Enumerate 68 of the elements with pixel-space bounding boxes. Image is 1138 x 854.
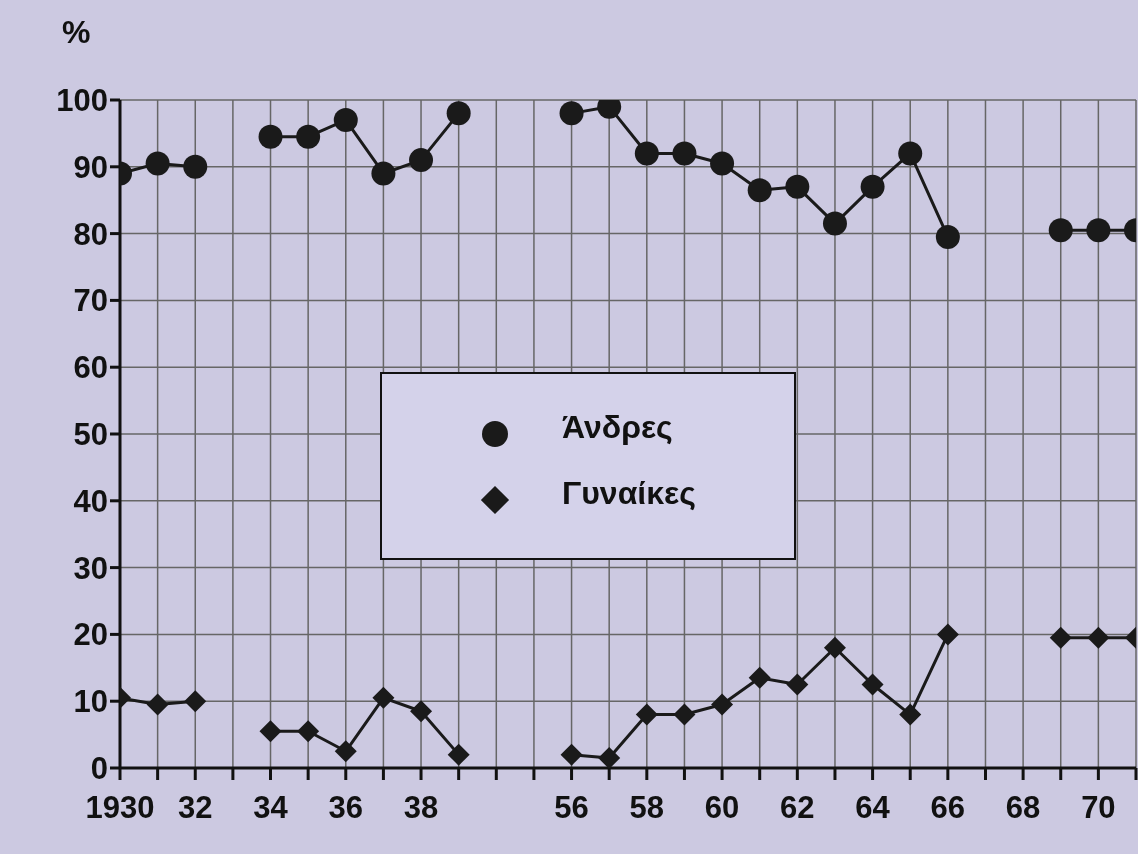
point	[560, 743, 583, 766]
point	[785, 174, 810, 199]
point	[1048, 218, 1073, 243]
point	[372, 686, 395, 709]
point	[598, 746, 621, 768]
y-tick-label: 100	[56, 83, 108, 118]
point	[259, 720, 282, 743]
y-tick-label: 10	[73, 684, 108, 720]
y-axis-title: %	[62, 14, 91, 51]
point	[446, 101, 471, 126]
y-tick-label: 60	[73, 350, 108, 386]
x-tick-label: 36	[328, 790, 364, 826]
point	[747, 178, 772, 203]
point	[861, 673, 884, 696]
x-tick-label: 62	[780, 790, 815, 826]
y-tick-label: 90	[73, 149, 108, 185]
legend-label: Άνδρες	[562, 409, 673, 445]
point	[710, 151, 735, 176]
point	[447, 743, 470, 766]
y-tick-label: 40	[73, 483, 108, 519]
point	[334, 740, 357, 763]
point	[184, 690, 207, 713]
x-tick-label: 68	[1005, 790, 1041, 826]
point	[1087, 626, 1110, 649]
point	[899, 703, 922, 726]
point	[898, 141, 923, 166]
y-tick-label: 0	[90, 751, 108, 787]
point	[297, 720, 320, 743]
y-tick-label: 50	[73, 417, 108, 453]
point	[409, 148, 434, 173]
x-tick-label: 32	[178, 790, 213, 826]
point	[860, 174, 885, 199]
y-tick-label: 20	[73, 617, 108, 653]
x-tick-label: 38	[403, 790, 439, 826]
point	[936, 623, 959, 646]
point	[258, 124, 283, 149]
point	[183, 154, 208, 179]
x-tick-label: 70	[1081, 790, 1116, 826]
point	[823, 636, 846, 659]
point	[146, 693, 169, 716]
point	[822, 211, 847, 236]
point	[672, 141, 697, 166]
y-tick-label: 80	[73, 216, 108, 252]
point	[296, 124, 321, 149]
x-tick-label: 56	[554, 790, 589, 826]
x-tick-label: 60	[704, 790, 740, 826]
y-tick-label: 70	[73, 283, 108, 319]
y-tick-label: 30	[73, 550, 108, 586]
point	[410, 700, 433, 723]
point	[673, 703, 696, 726]
point	[935, 224, 960, 249]
point	[1086, 218, 1111, 243]
x-tick-label: 66	[930, 790, 966, 826]
point	[559, 101, 584, 126]
x-tick-label: 34	[253, 790, 289, 826]
point	[634, 141, 659, 166]
point	[786, 673, 809, 696]
x-tick-label: 1930	[85, 790, 155, 826]
point	[1049, 626, 1072, 649]
legend-label: Γυναίκες	[562, 475, 696, 511]
point	[145, 151, 170, 176]
x-tick-label: 58	[629, 790, 665, 826]
x-tick-label: 64	[855, 790, 891, 826]
point	[333, 108, 358, 133]
point	[371, 161, 396, 186]
point	[748, 666, 771, 689]
point	[711, 693, 734, 716]
point	[635, 703, 658, 726]
